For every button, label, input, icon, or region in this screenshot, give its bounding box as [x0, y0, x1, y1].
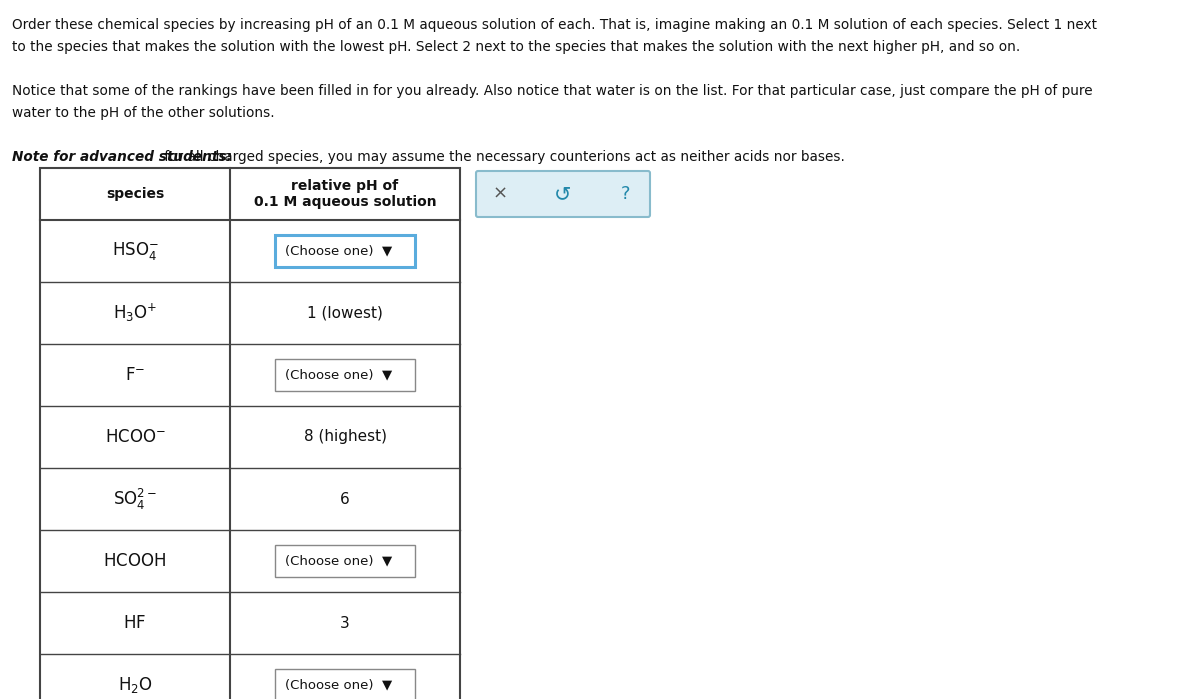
Text: Notice that some of the rankings have been filled in for you already. Also notic: Notice that some of the rankings have be…	[12, 84, 1093, 98]
Text: $\mathrm{HSO_4^{-}}$: $\mathrm{HSO_4^{-}}$	[112, 240, 158, 262]
Text: Order these chemical species by increasing pH of an 0.1 M aqueous solution of ea: Order these chemical species by increasi…	[12, 18, 1097, 32]
Text: (Choose one)  ▼: (Choose one) ▼	[286, 368, 392, 382]
Bar	[275, 669, 415, 699]
Text: ↺: ↺	[554, 184, 571, 204]
Text: (Choose one)  ▼: (Choose one) ▼	[286, 679, 392, 691]
Bar	[40, 168, 460, 699]
Text: $\mathrm{HCOO^{-}}$: $\mathrm{HCOO^{-}}$	[104, 428, 166, 446]
Text: 8 (highest): 8 (highest)	[304, 429, 386, 445]
FancyBboxPatch shape	[476, 171, 650, 217]
Text: $\mathrm{H_2O}$: $\mathrm{H_2O}$	[118, 675, 152, 695]
Text: Note for advanced students:: Note for advanced students:	[12, 150, 232, 164]
Text: 3: 3	[340, 616, 350, 630]
Bar	[275, 545, 415, 577]
Text: 1 (lowest): 1 (lowest)	[307, 305, 383, 321]
Text: $\mathrm{H_3O^{+}}$: $\mathrm{H_3O^{+}}$	[113, 302, 157, 324]
Text: species: species	[106, 187, 164, 201]
Text: $\mathrm{HF}$: $\mathrm{HF}$	[124, 614, 146, 632]
Text: to the species that makes the solution with the lowest pH. Select 2 next to the : to the species that makes the solution w…	[12, 40, 1020, 54]
Text: water to the pH of the other solutions.: water to the pH of the other solutions.	[12, 106, 275, 120]
Text: ×: ×	[492, 185, 508, 203]
Text: (Choose one)  ▼: (Choose one) ▼	[286, 245, 392, 257]
Text: $\mathrm{SO_4^{2-}}$: $\mathrm{SO_4^{2-}}$	[113, 487, 157, 512]
Text: ?: ?	[622, 185, 631, 203]
Bar	[275, 359, 415, 391]
Text: $\mathrm{HCOOH}$: $\mathrm{HCOOH}$	[103, 552, 167, 570]
Text: 0.1 M aqueous solution: 0.1 M aqueous solution	[253, 195, 437, 209]
Bar	[275, 235, 415, 267]
Text: 6: 6	[340, 491, 350, 507]
Text: for all charged species, you may assume the necessary counterions act as neither: for all charged species, you may assume …	[160, 150, 845, 164]
Text: relative pH of: relative pH of	[292, 179, 398, 193]
Text: $\mathrm{F^{-}}$: $\mathrm{F^{-}}$	[125, 366, 145, 384]
Text: (Choose one)  ▼: (Choose one) ▼	[286, 554, 392, 568]
